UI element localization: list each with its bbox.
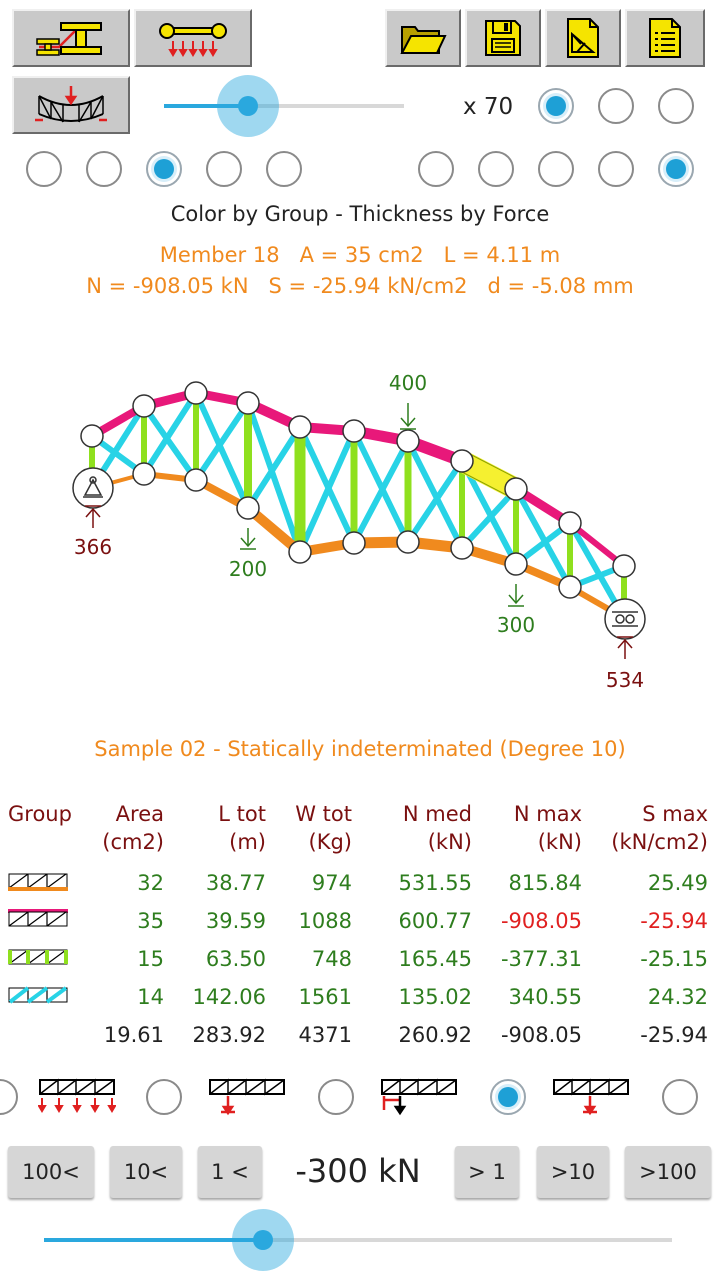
top-chord-group-icon: [8, 908, 68, 926]
truss-nodes: [80, 381, 636, 599]
col-area: Area (cm2): [102, 802, 164, 854]
increase-1-button[interactable]: > 1: [455, 1146, 519, 1198]
col-wtot: W tot (Kg): [295, 802, 352, 854]
distributed-load-icon: [159, 23, 227, 57]
section-profile-icon: [36, 22, 102, 56]
load-pattern-radio-2[interactable]: [318, 1079, 354, 1115]
sample-title: Sample 02 - Statically indeterminated (D…: [94, 737, 626, 761]
load-label: 300: [497, 613, 535, 637]
view-option-left-4[interactable]: [206, 151, 242, 187]
export-document-icon: [567, 18, 599, 58]
results-table: Group Area (cm2) L tot (m) W tot (Kg) N med…: [8, 800, 712, 1054]
load-label: 400: [389, 371, 427, 395]
save-file-button[interactable]: [465, 9, 541, 67]
reaction-arrow-icon: [85, 505, 101, 528]
reaction-arrow-icon: [617, 636, 633, 659]
reaction-label: 366: [74, 535, 112, 559]
decrease-1-button[interactable]: 1 <: [198, 1146, 262, 1198]
member-info-line-2: N = -908.05 kN S = -25.94 kN/cm2 d = -5.…: [86, 274, 634, 298]
view-option-left-1[interactable]: [26, 151, 62, 187]
col-ltot: L tot (m): [218, 802, 266, 854]
table-row: 35 39.59 1088 600.77 -908.05 -25.94: [8, 902, 712, 940]
increase-100-button[interactable]: >100: [625, 1146, 711, 1198]
vertical-group-icon: [8, 949, 68, 964]
load-pattern-moment-icon: [381, 1078, 457, 1116]
view-option-right-3[interactable]: [538, 151, 574, 187]
view-option-left-5[interactable]: [266, 151, 302, 187]
col-smax: S max (kN/cm2): [611, 802, 708, 854]
decrease-10-button[interactable]: 10<: [110, 1146, 182, 1198]
increase-10-button[interactable]: >10: [537, 1146, 609, 1198]
load-value: -300 kN: [295, 1152, 421, 1190]
view-option-left-3[interactable]: [146, 151, 182, 187]
load-arrow-icon: [400, 403, 416, 430]
load-pattern-radio-0[interactable]: [0, 1079, 18, 1115]
view-option-right-2[interactable]: [478, 151, 514, 187]
scale-label: x 70: [463, 94, 514, 120]
col-group: Group: [8, 802, 72, 826]
report-button[interactable]: [625, 9, 705, 67]
distributed-load-button[interactable]: [134, 9, 252, 67]
view-option-right-5[interactable]: [658, 151, 694, 187]
load-arrow-icon: [240, 528, 256, 550]
col-nmed: N med (kN): [402, 802, 472, 854]
truss-diagram[interactable]: 400 200 300 366 534: [0, 330, 720, 700]
view-option-right-4[interactable]: [598, 151, 634, 187]
load-pattern-radio-3[interactable]: [490, 1079, 526, 1115]
table-header-row: Group Area (cm2) L tot (m) W tot (Kg) N med…: [8, 800, 712, 864]
scale-option-3[interactable]: [658, 88, 694, 124]
member-info-line-1: Member 18 A = 35 cm2 L = 4.11 m: [159, 243, 561, 267]
open-folder-icon: [400, 26, 447, 54]
load-pattern-radio-4[interactable]: [662, 1079, 698, 1115]
deformed-truss-icon: [35, 86, 107, 123]
section-profile-button[interactable]: [12, 9, 130, 67]
reaction-label: 534: [606, 668, 644, 692]
table-total-row: 19.61 283.92 4371 260.92 -908.05 -25.94: [103, 1023, 708, 1047]
table-row: 14 142.06 1561 135.02 340.55 24.32: [8, 978, 712, 1016]
roller-support-icon: [604, 598, 646, 640]
load-pattern-point-center-icon: [553, 1078, 629, 1116]
report-list-icon: [649, 18, 681, 58]
load-pattern-radio-1[interactable]: [146, 1079, 182, 1115]
diagonal-group-icon: [8, 985, 68, 1004]
display-mode-label: Color by Group - Thickness by Force: [170, 202, 550, 226]
view-option-left-2[interactable]: [86, 151, 122, 187]
scale-option-2[interactable]: [598, 88, 634, 124]
view-option-right-1[interactable]: [418, 151, 454, 187]
export-button[interactable]: [545, 9, 621, 67]
open-file-button[interactable]: [385, 9, 461, 67]
table-row: 15 63.50 748 165.45 -377.31 -25.15: [8, 940, 712, 978]
load-pattern-point-left-icon: [209, 1078, 285, 1116]
decrease-100-button[interactable]: 100<: [8, 1146, 94, 1198]
load-label: 200: [229, 557, 267, 581]
table-row: 32 38.77 974 531.55 815.84 25.49: [8, 864, 712, 902]
deformed-truss-button[interactable]: [12, 76, 130, 134]
pin-support-icon: [72, 467, 114, 509]
scale-option-1[interactable]: [538, 88, 574, 124]
col-nmax: N max (kN): [513, 802, 582, 854]
bottom-chord-group-icon: [8, 873, 68, 891]
save-disk-icon: [485, 20, 521, 56]
load-arrow-icon: [508, 584, 524, 607]
load-pattern-distributed-icon: [38, 1078, 116, 1113]
